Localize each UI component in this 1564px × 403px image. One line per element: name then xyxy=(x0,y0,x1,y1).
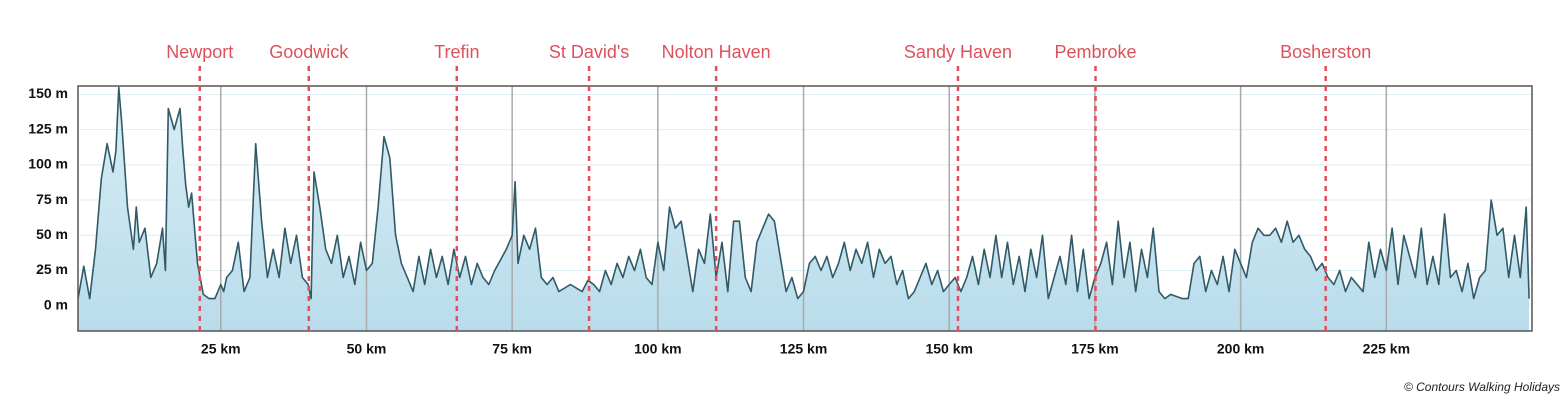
credit: © Contours Walking Holidays xyxy=(1404,380,1560,394)
place-label: St David's xyxy=(549,42,629,62)
x-tick-label: 225 km xyxy=(1363,341,1410,357)
elevation-area xyxy=(78,87,1530,332)
place-label: Sandy Haven xyxy=(904,42,1012,62)
x-tick-label: 100 km xyxy=(634,341,681,357)
place-label: Trefin xyxy=(434,42,479,62)
place-label: Pembroke xyxy=(1054,42,1136,62)
y-tick-label: 25 m xyxy=(36,261,68,277)
y-tick-label: 0 m xyxy=(44,296,68,312)
x-tick-label: 50 km xyxy=(347,341,387,357)
elevation-line xyxy=(77,86,1530,300)
x-tick-label: 200 km xyxy=(1217,341,1264,357)
place-label: Bosherston xyxy=(1280,42,1371,62)
x-tick-label: 150 km xyxy=(925,341,972,357)
place-label: Goodwick xyxy=(269,42,349,62)
x-tick-label: 175 km xyxy=(1071,341,1118,357)
y-tick-label: 50 m xyxy=(36,226,68,242)
plot-border xyxy=(77,85,1533,332)
y-tick-label: 150 m xyxy=(28,85,68,101)
place-label: Newport xyxy=(166,42,233,62)
x-tick-label: 25 km xyxy=(201,341,241,357)
y-tick-label: 75 m xyxy=(36,191,68,207)
x-tick-label: 125 km xyxy=(780,341,827,357)
place-label: Nolton Haven xyxy=(662,42,771,62)
y-tick-label: 125 m xyxy=(28,120,68,136)
y-tick-label: 100 m xyxy=(28,156,68,172)
x-tick-label: 75 km xyxy=(492,341,532,357)
